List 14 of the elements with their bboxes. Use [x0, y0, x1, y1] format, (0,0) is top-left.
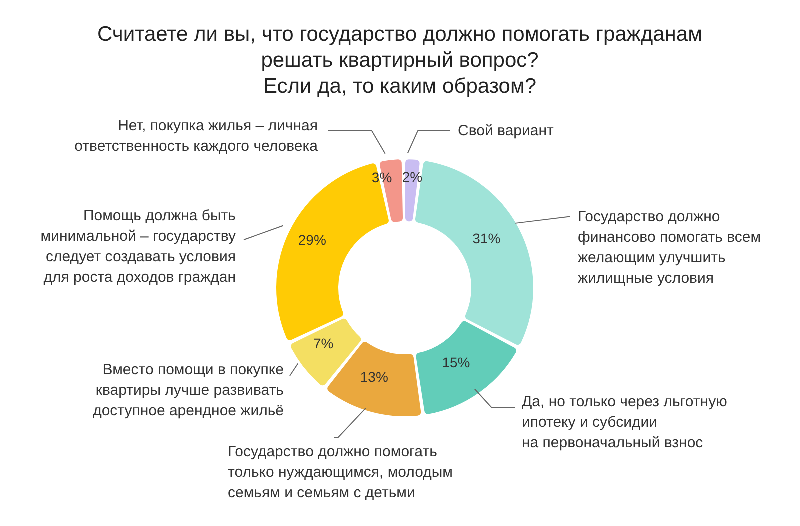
data-label: 31%: [472, 230, 501, 246]
slice-label: Помощь должна быть минимальной – государству следует создавать условия для роста доходов граждан: [40, 208, 236, 286]
slice-label: Нет, покупка жилья – личная ответственность каждого человека: [74, 118, 319, 155]
data-label: 13%: [360, 369, 388, 386]
slice-label: Свой вариант: [458, 122, 554, 140]
data-label: 7%: [313, 336, 334, 352]
data-label: 29%: [298, 232, 326, 248]
slice-label: Государство должно помогать только нуждающимся, молодым семьям и семьям с детьми: [228, 444, 453, 502]
data-label: 15%: [442, 354, 470, 371]
slice-label: Государство должно финансово помогать всем желающим улучшить жилищные условия: [578, 208, 762, 287]
slice-label: Да, но только через льготную ипотеку и субсидии на первоначальный взнос: [522, 394, 728, 452]
data-label: 2%: [402, 169, 423, 186]
chart-title: Считаете ли вы, что государство должно помогать гражданам решать квартирный вопрос? Если да, то каким образом?: [96, 22, 704, 100]
slice-label: Вместо помощи в покупке квартиры лучше развивать доступное арендное жильё: [93, 362, 284, 420]
